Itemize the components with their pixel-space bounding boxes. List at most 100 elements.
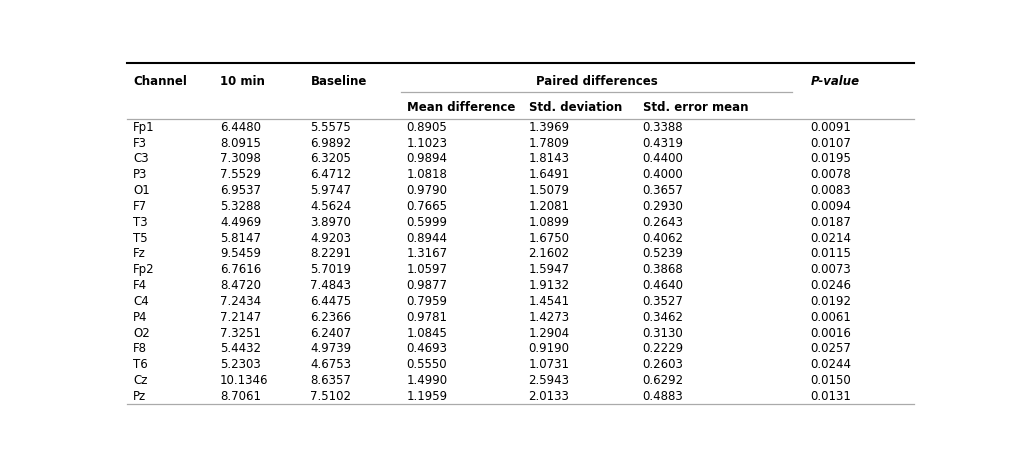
Text: 0.3657: 0.3657 bbox=[643, 184, 684, 197]
Text: 6.9537: 6.9537 bbox=[219, 184, 261, 197]
Text: 7.5529: 7.5529 bbox=[219, 168, 261, 181]
Text: Std. error mean: Std. error mean bbox=[643, 101, 748, 114]
Text: Std. deviation: Std. deviation bbox=[528, 101, 622, 114]
Text: 0.4319: 0.4319 bbox=[643, 137, 684, 150]
Text: 0.0246: 0.0246 bbox=[811, 279, 851, 292]
Text: O1: O1 bbox=[133, 184, 150, 197]
Text: 0.8905: 0.8905 bbox=[406, 121, 447, 134]
Text: 0.9894: 0.9894 bbox=[406, 152, 447, 165]
Text: 0.0083: 0.0083 bbox=[811, 184, 851, 197]
Text: 0.9781: 0.9781 bbox=[406, 311, 447, 324]
Text: 0.0107: 0.0107 bbox=[811, 137, 851, 150]
Text: 0.4693: 0.4693 bbox=[406, 342, 447, 355]
Text: Channel: Channel bbox=[133, 74, 187, 88]
Text: 1.4541: 1.4541 bbox=[528, 295, 570, 308]
Text: 3.8970: 3.8970 bbox=[311, 216, 352, 229]
Text: 7.3251: 7.3251 bbox=[219, 326, 261, 340]
Text: 0.0192: 0.0192 bbox=[811, 295, 851, 308]
Text: 7.4843: 7.4843 bbox=[311, 279, 352, 292]
Text: 6.4475: 6.4475 bbox=[311, 295, 352, 308]
Text: 4.6753: 4.6753 bbox=[311, 358, 352, 371]
Text: 6.3205: 6.3205 bbox=[311, 152, 352, 165]
Text: 5.5575: 5.5575 bbox=[311, 121, 352, 134]
Text: P3: P3 bbox=[133, 168, 147, 181]
Text: 0.5550: 0.5550 bbox=[406, 358, 447, 371]
Text: 8.6357: 8.6357 bbox=[311, 374, 352, 387]
Text: 6.7616: 6.7616 bbox=[219, 263, 261, 276]
Text: 0.0244: 0.0244 bbox=[811, 358, 851, 371]
Text: 0.7665: 0.7665 bbox=[406, 200, 447, 213]
Text: 0.4640: 0.4640 bbox=[643, 279, 684, 292]
Text: O2: O2 bbox=[133, 326, 150, 340]
Text: 1.0899: 1.0899 bbox=[528, 216, 570, 229]
Text: 0.8944: 0.8944 bbox=[406, 232, 447, 245]
Text: 0.0061: 0.0061 bbox=[811, 311, 851, 324]
Text: Mean difference: Mean difference bbox=[406, 101, 515, 114]
Text: 1.2904: 1.2904 bbox=[528, 326, 570, 340]
Text: 1.7809: 1.7809 bbox=[528, 137, 570, 150]
Text: Paired differences: Paired differences bbox=[536, 74, 658, 88]
Text: 6.9892: 6.9892 bbox=[311, 137, 352, 150]
Text: F4: F4 bbox=[133, 279, 147, 292]
Text: C4: C4 bbox=[133, 295, 149, 308]
Text: 7.2434: 7.2434 bbox=[219, 295, 261, 308]
Text: 1.1959: 1.1959 bbox=[406, 390, 448, 403]
Text: 1.5079: 1.5079 bbox=[528, 184, 570, 197]
Text: 9.5459: 9.5459 bbox=[219, 247, 261, 260]
Text: 1.1023: 1.1023 bbox=[406, 137, 447, 150]
Text: 6.2366: 6.2366 bbox=[311, 311, 352, 324]
Text: 0.0094: 0.0094 bbox=[811, 200, 851, 213]
Text: 1.9132: 1.9132 bbox=[528, 279, 570, 292]
Text: 0.7959: 0.7959 bbox=[406, 295, 447, 308]
Text: 0.9877: 0.9877 bbox=[406, 279, 447, 292]
Text: T5: T5 bbox=[133, 232, 148, 245]
Text: 5.4432: 5.4432 bbox=[219, 342, 261, 355]
Text: 1.3969: 1.3969 bbox=[528, 121, 570, 134]
Text: 6.2407: 6.2407 bbox=[311, 326, 352, 340]
Text: P4: P4 bbox=[133, 311, 147, 324]
Text: 0.6292: 0.6292 bbox=[643, 374, 684, 387]
Text: 0.0187: 0.0187 bbox=[811, 216, 851, 229]
Text: 0.5999: 0.5999 bbox=[406, 216, 447, 229]
Text: 0.2930: 0.2930 bbox=[643, 200, 684, 213]
Text: 2.0133: 2.0133 bbox=[528, 390, 569, 403]
Text: 5.3288: 5.3288 bbox=[219, 200, 261, 213]
Text: 0.3130: 0.3130 bbox=[643, 326, 684, 340]
Text: 5.8147: 5.8147 bbox=[219, 232, 261, 245]
Text: Fp2: Fp2 bbox=[133, 263, 154, 276]
Text: 1.3167: 1.3167 bbox=[406, 247, 448, 260]
Text: 4.9203: 4.9203 bbox=[311, 232, 352, 245]
Text: Cz: Cz bbox=[133, 374, 147, 387]
Text: 0.3462: 0.3462 bbox=[643, 311, 684, 324]
Text: 1.6491: 1.6491 bbox=[528, 168, 570, 181]
Text: Fz: Fz bbox=[133, 247, 146, 260]
Text: 5.9747: 5.9747 bbox=[311, 184, 352, 197]
Text: 0.4883: 0.4883 bbox=[643, 390, 684, 403]
Text: F7: F7 bbox=[133, 200, 147, 213]
Text: 0.0091: 0.0091 bbox=[811, 121, 851, 134]
Text: 8.2291: 8.2291 bbox=[311, 247, 352, 260]
Text: 0.0195: 0.0195 bbox=[811, 152, 851, 165]
Text: 0.0073: 0.0073 bbox=[811, 263, 851, 276]
Text: T3: T3 bbox=[133, 216, 148, 229]
Text: 0.0016: 0.0016 bbox=[811, 326, 851, 340]
Text: 1.4273: 1.4273 bbox=[528, 311, 570, 324]
Text: 8.0915: 8.0915 bbox=[219, 137, 261, 150]
Text: 1.0731: 1.0731 bbox=[528, 358, 570, 371]
Text: 1.4990: 1.4990 bbox=[406, 374, 448, 387]
Text: 5.7019: 5.7019 bbox=[311, 263, 352, 276]
Text: 0.4400: 0.4400 bbox=[643, 152, 684, 165]
Text: 0.0078: 0.0078 bbox=[811, 168, 851, 181]
Text: 4.5624: 4.5624 bbox=[311, 200, 352, 213]
Text: 0.3527: 0.3527 bbox=[643, 295, 684, 308]
Text: 1.0597: 1.0597 bbox=[406, 263, 447, 276]
Text: 1.6750: 1.6750 bbox=[528, 232, 570, 245]
Text: 0.0115: 0.0115 bbox=[811, 247, 851, 260]
Text: 0.5239: 0.5239 bbox=[643, 247, 684, 260]
Text: 0.4000: 0.4000 bbox=[643, 168, 684, 181]
Text: 8.7061: 8.7061 bbox=[219, 390, 261, 403]
Text: 5.2303: 5.2303 bbox=[219, 358, 261, 371]
Text: 1.0845: 1.0845 bbox=[406, 326, 447, 340]
Text: 7.5102: 7.5102 bbox=[311, 390, 352, 403]
Text: 0.2643: 0.2643 bbox=[643, 216, 684, 229]
